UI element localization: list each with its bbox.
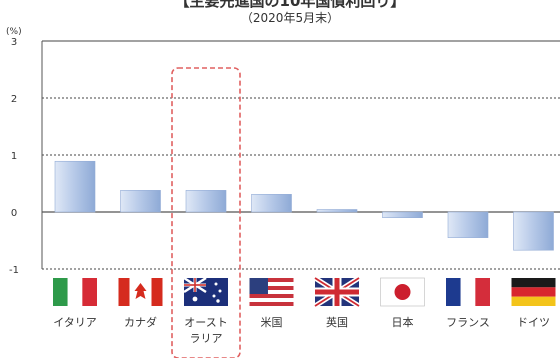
italy-flag-icon — [53, 278, 97, 306]
y-tick-label: -1 — [9, 265, 19, 276]
canada-flag-icon — [118, 278, 163, 306]
category-label: イタリア — [53, 316, 97, 329]
bar-2 — [185, 190, 227, 213]
highlight-box — [171, 67, 241, 359]
y-tick-label: 2 — [11, 94, 17, 105]
highlight-box-outline — [171, 67, 241, 359]
category-label: ドイツ — [517, 316, 550, 329]
y-tick-label: 0 — [11, 208, 17, 219]
y-tick-label: 1 — [11, 151, 17, 162]
bars — [54, 160, 554, 251]
bar-3 — [251, 194, 292, 213]
japan-flag-icon — [380, 277, 425, 307]
bar-1 — [120, 190, 161, 213]
category-label: 米国 — [261, 316, 283, 329]
chart-title: 【主要先進国の10年国債利回り】 — [175, 0, 406, 10]
australia-flag-icon — [183, 276, 228, 306]
y-tick-labels: 3 2 1 0 -1 — [9, 37, 19, 276]
chart-subtitle: （2020年5月末） — [241, 11, 339, 25]
france-flag-icon — [446, 278, 490, 306]
category-label: カナダ — [124, 315, 157, 329]
bar-0 — [54, 160, 96, 213]
category-labels: イタリア カナダ オーストラリア 米国 英国 日本 フランス ドイツ — [53, 315, 550, 345]
category-label: 英国 — [326, 315, 348, 329]
usa-flag-icon — [249, 278, 294, 306]
category-label: 日本 — [392, 315, 414, 329]
y-axis-unit: (%) — [6, 27, 22, 37]
bar-7 — [513, 211, 554, 251]
bar-4 — [316, 209, 358, 213]
flags — [53, 275, 556, 309]
bar-5 — [382, 211, 423, 218]
category-label: フランス — [446, 316, 490, 329]
germany-flag-icon — [511, 278, 556, 306]
uk-flag-icon — [313, 275, 361, 309]
bar-6 — [447, 211, 489, 238]
y-tick-label: 3 — [11, 37, 17, 48]
category-label: オーストラリア — [184, 316, 227, 345]
